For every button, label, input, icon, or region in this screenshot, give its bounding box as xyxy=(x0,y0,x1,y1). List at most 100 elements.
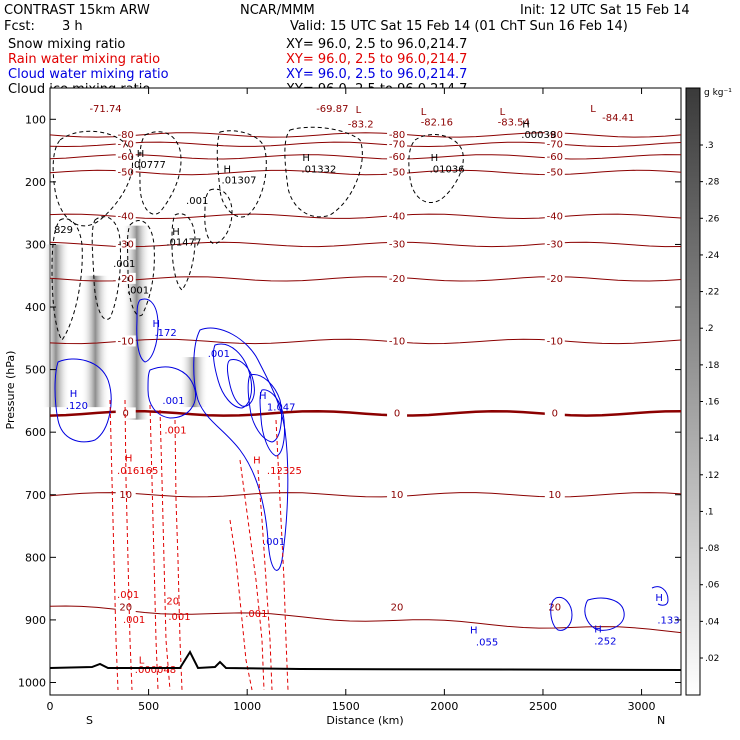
isotherm-label-bg xyxy=(387,272,408,284)
isotherm-line-10 xyxy=(49,605,682,634)
field-annotation: L xyxy=(356,105,362,116)
isotherm-label: -30 xyxy=(547,239,563,250)
isotherm-label: -20 xyxy=(547,274,563,285)
field-annotation: .001 xyxy=(123,615,145,626)
isotherm-label-bg xyxy=(387,150,408,162)
isotherm-label-bg xyxy=(115,150,136,162)
colorbar-tick-label: .24 xyxy=(705,251,720,261)
field-annotation: .00777 xyxy=(131,160,166,171)
y-tick-label: 400 xyxy=(25,301,46,314)
field-annotation: -83.54 xyxy=(498,118,530,129)
isotherm-label: -30 xyxy=(118,239,134,250)
colorbar-ticks: .02 .04 .06 .08 .1 .12 .14 .16 .18 .2 .22 .24 .26 .28… xyxy=(700,141,720,664)
isotherm-label-bg xyxy=(544,138,565,150)
field-annotation: -83.2 xyxy=(348,119,374,130)
isotherm-line-4 xyxy=(49,213,682,220)
x-tick-label: 1000 xyxy=(233,700,261,713)
legend-rain-xy: XY= 96.0, 2.5 to 96.0,214.7 xyxy=(286,52,467,67)
cloud-ice-contours xyxy=(51,126,464,341)
isotherm-label-bg xyxy=(387,210,408,222)
x-axis-label: Distance (km) xyxy=(326,714,403,727)
colorbar-tick-label: .22 xyxy=(705,288,719,298)
field-annotation: H xyxy=(431,153,439,164)
y-tick-label: 800 xyxy=(25,551,46,564)
model-title: CONTRAST 15km ARW xyxy=(4,3,150,18)
x-tick-label: 3000 xyxy=(628,700,656,713)
fcst-value: 3 h xyxy=(62,19,83,34)
axes: 0 500 1000 1500 2000 2500 30001002003004005006… xyxy=(18,88,681,713)
field-annotation: L xyxy=(590,104,596,115)
fcst-label: Fcst: xyxy=(4,19,35,34)
isotherm-line-9 xyxy=(49,492,682,498)
legend-cloud-water: Cloud water mixing ratio xyxy=(8,67,169,82)
field-annotation: H xyxy=(302,153,310,164)
isotherm-label-bg xyxy=(544,210,565,222)
field-annotation: H xyxy=(594,624,602,635)
isotherm-label-bg xyxy=(544,166,565,178)
y-tick-label: 600 xyxy=(25,426,46,439)
isotherm-label: -20 xyxy=(118,274,134,285)
field-annotation: L xyxy=(421,107,427,118)
isotherm-label-bg xyxy=(387,407,408,419)
colorbar-tick-label: .06 xyxy=(705,581,720,591)
isotherm-label-bg xyxy=(115,128,136,140)
field-annotation: H xyxy=(137,149,145,160)
isotherm-label: -60 xyxy=(118,152,134,163)
x-tick-label: 0 xyxy=(47,700,54,713)
isotherm-label-bg xyxy=(544,488,565,500)
legend-rain: Rain water mixing ratio xyxy=(8,52,160,67)
isotherm-label-bg xyxy=(115,166,136,178)
init-time: Init: 12 UTC Sat 15 Feb 14 xyxy=(520,3,690,18)
colorbar-tick-label: .04 xyxy=(705,617,720,627)
isotherm-label: -40 xyxy=(389,211,405,222)
x-tick-label: 500 xyxy=(138,700,159,713)
field-annotation: .01307 xyxy=(222,176,257,187)
isotherm-label: -60 xyxy=(389,152,405,163)
isotherm-label: 0 xyxy=(552,408,558,419)
isotherm-label: -70 xyxy=(389,139,405,150)
field-annotation: H xyxy=(655,593,663,604)
colorbar-tick-label: .18 xyxy=(705,361,720,371)
isotherm-label-bg xyxy=(544,238,565,250)
field-annotation: .252 xyxy=(594,636,616,647)
endpoint-left-label: S xyxy=(86,714,93,727)
valid-time: Valid: 15 UTC Sat 15 Feb 14 (01 ChT Sun … xyxy=(290,19,628,34)
field-annotation: H xyxy=(470,626,478,637)
legend-snow-xy: XY= 96.0, 2.5 to 96.0,214.7 xyxy=(286,37,467,52)
field-annotation: .133 xyxy=(657,616,679,627)
endpoint-right-label: N xyxy=(657,714,665,727)
isotherm-label-bg xyxy=(115,601,136,613)
field-annotation: .055 xyxy=(476,638,498,649)
isotherm-label: -20 xyxy=(389,274,405,285)
y-tick-label: 200 xyxy=(25,176,46,189)
isotherm-label-bg xyxy=(544,407,565,419)
isotherm-label: -10 xyxy=(118,336,134,347)
isotherm-label: 10 xyxy=(119,490,132,501)
field-annotation: .001 xyxy=(162,396,184,407)
colorbar-tick-label: .16 xyxy=(705,398,720,408)
isotherm-label: -80 xyxy=(389,130,405,141)
field-annotation: H xyxy=(224,164,232,175)
field-annotation: H xyxy=(153,319,161,330)
field-annotation: H xyxy=(259,391,267,402)
field-annotation: H xyxy=(522,119,530,130)
isotherm-label-bg xyxy=(387,488,408,500)
isotherm-label-bg xyxy=(387,601,408,613)
isotherm-label: -50 xyxy=(389,167,405,178)
field-annotation: 1.047 xyxy=(267,402,296,413)
isotherm-label: 20 xyxy=(391,602,404,613)
y-tick-label: 900 xyxy=(25,614,46,627)
field-annotation: .001 xyxy=(164,425,186,436)
isotherm-label-bg xyxy=(387,238,408,250)
isotherm-label-bg xyxy=(387,138,408,150)
isotherm-label-bg xyxy=(544,128,565,140)
field-annotation: .12325 xyxy=(267,466,302,477)
colorbar-tick-label: .08 xyxy=(705,544,720,554)
field-annotation: -84.41 xyxy=(602,113,634,124)
isotherm-label-bg xyxy=(387,166,408,178)
colorbar-tick-label: .14 xyxy=(705,434,720,444)
isotherm-label: -80 xyxy=(547,130,563,141)
isotherm-line-2 xyxy=(49,154,682,160)
isotherm-label: -10 xyxy=(389,336,405,347)
